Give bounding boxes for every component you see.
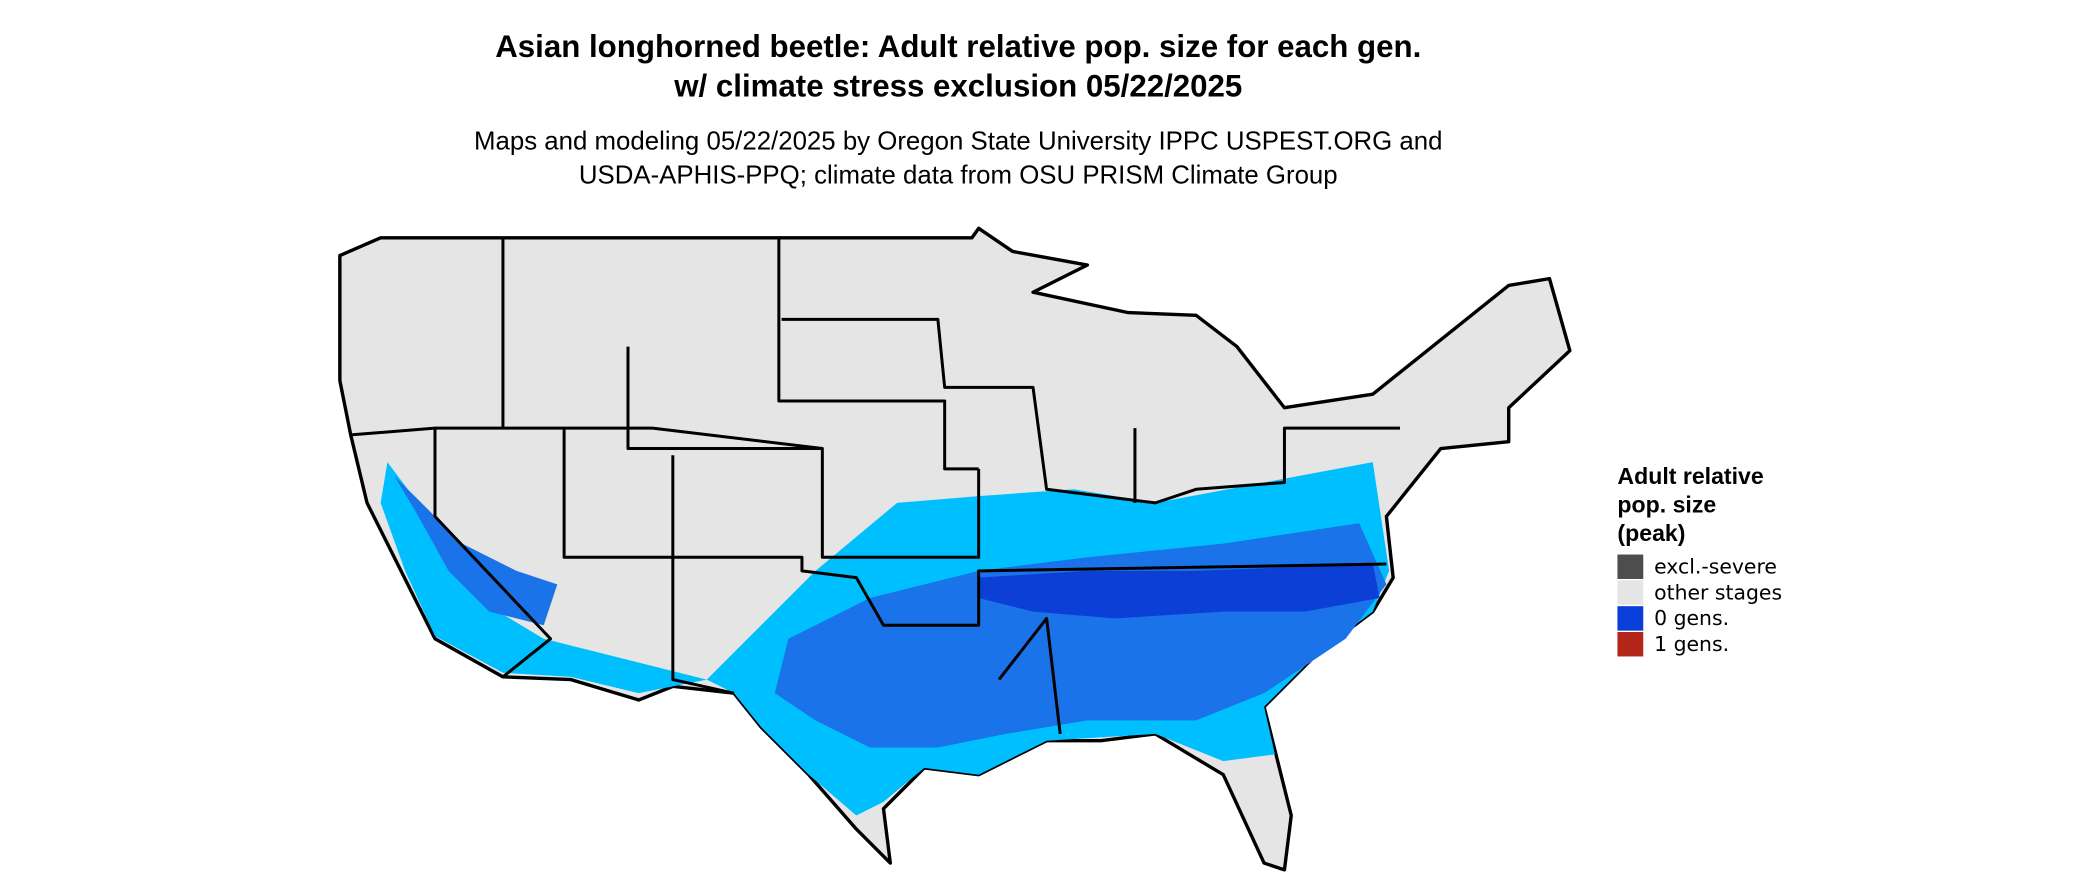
legend-label: other stages bbox=[1654, 580, 1782, 604]
state-lines bbox=[671, 455, 735, 695]
legend-label: excl.-severe bbox=[1654, 555, 1777, 579]
legend-title: Adult relative bbox=[1617, 463, 1763, 489]
state-lines bbox=[433, 428, 553, 679]
state-lines bbox=[562, 428, 1387, 627]
zone-light-sw bbox=[380, 462, 707, 694]
legend-title: (peak) bbox=[1617, 520, 1685, 546]
subtitle: USDA-APHIS-PPQ; climate data from OSU PR… bbox=[579, 161, 1338, 189]
state-lines bbox=[777, 237, 979, 471]
legend-label: 1 gens. bbox=[1654, 632, 1729, 656]
zone-medium-sw bbox=[394, 475, 558, 626]
state-lines bbox=[997, 616, 1062, 735]
legend-label: 0 gens. bbox=[1654, 606, 1729, 630]
title: w/ climate stress exclusion 05/22/2025 bbox=[673, 68, 1242, 103]
legend-title: pop. size bbox=[1617, 491, 1716, 517]
zone-dark bbox=[978, 564, 1380, 619]
legend-swatch bbox=[1617, 631, 1644, 657]
map bbox=[338, 226, 1572, 872]
legend-swatch bbox=[1617, 606, 1644, 631]
subtitle: Maps and modeling 05/22/2025 by Oregon S… bbox=[474, 128, 1442, 156]
legend-swatch bbox=[1617, 554, 1644, 579]
state-lines bbox=[626, 346, 823, 451]
legend-swatch bbox=[1617, 580, 1644, 605]
state-lines bbox=[781, 317, 1400, 505]
title: Asian longhorned beetle: Adult relative … bbox=[495, 29, 1421, 64]
